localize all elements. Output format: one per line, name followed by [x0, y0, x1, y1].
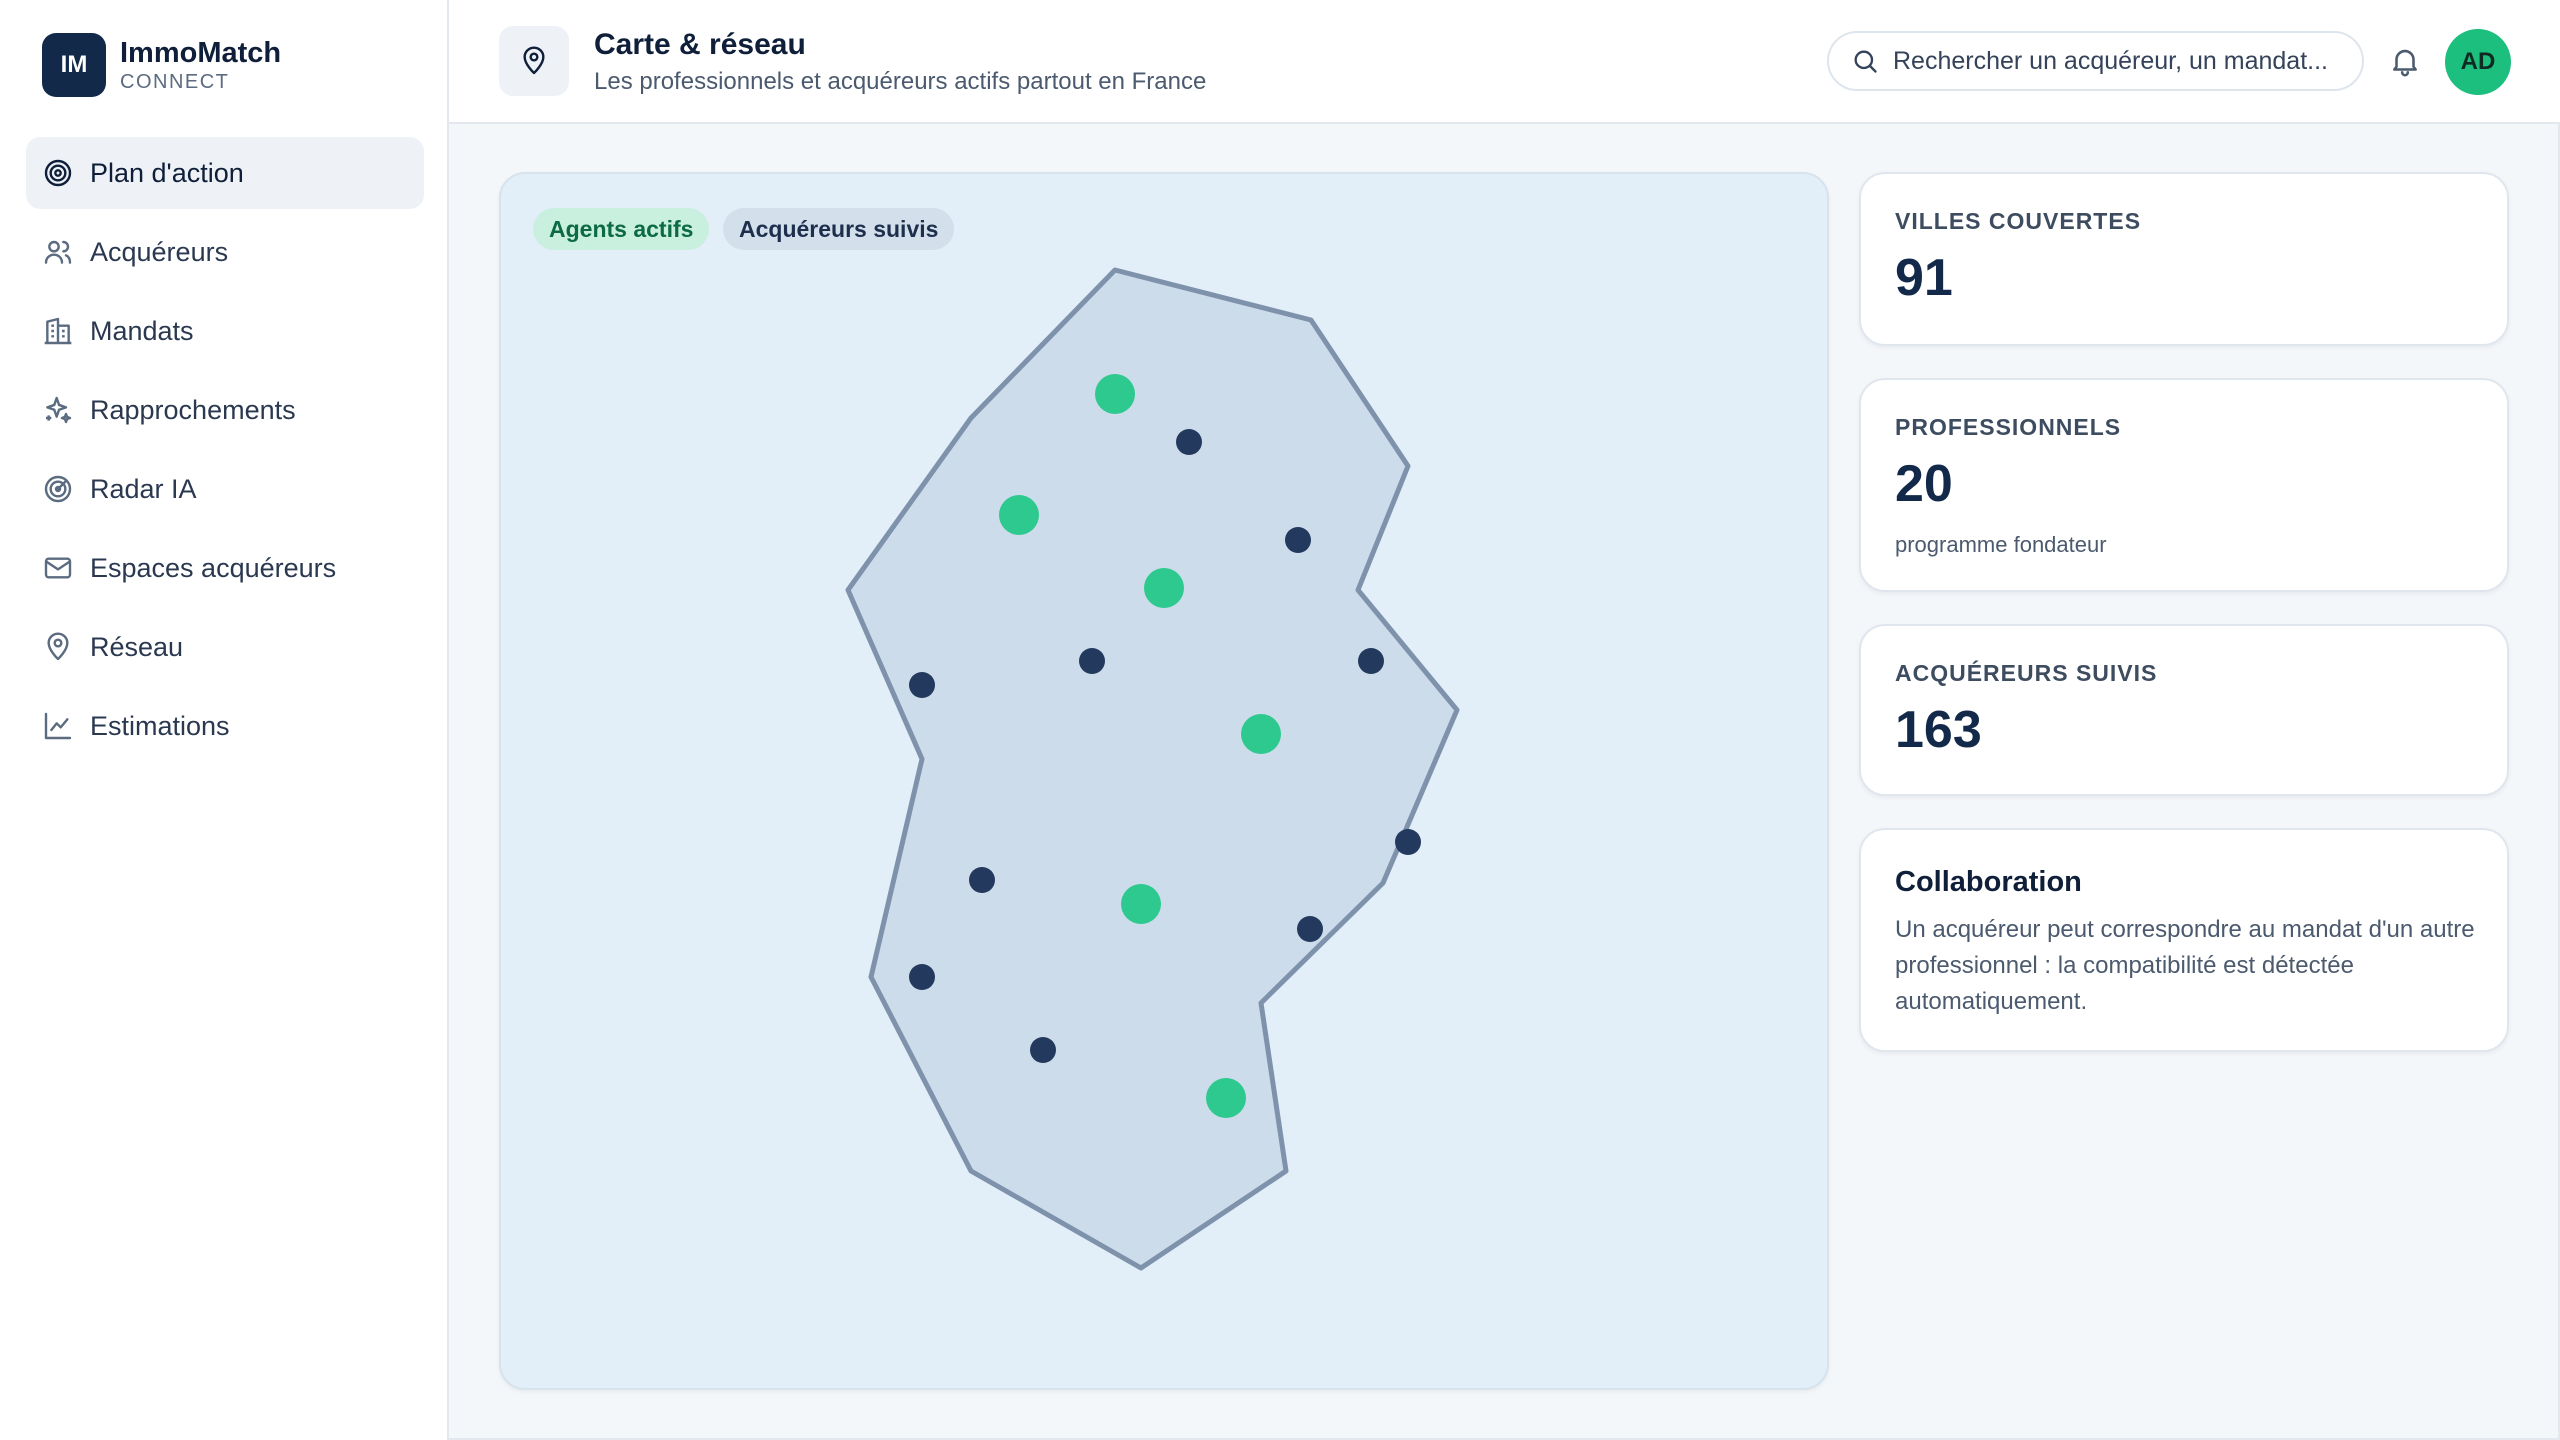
sparkles-icon [46, 396, 72, 424]
search-icon [1854, 50, 1877, 73]
acquereur-marker[interactable] [969, 867, 995, 893]
sidebar-item-label: Rapprochements [90, 394, 296, 425]
avatar[interactable]: AD [2445, 29, 2511, 95]
collaboration-card: Collaboration Un acquéreur peut correspo… [1859, 828, 2509, 1052]
acquereur-marker[interactable] [1297, 916, 1323, 942]
page-subtitle: Les professionnels et acquéreurs actifs … [594, 68, 1207, 95]
acquereur-marker[interactable] [1285, 527, 1311, 553]
sidebar-item-label: Plan d'action [90, 157, 244, 188]
stat-card-professionnels: PROFESSIONNELS 20 programme fondateur [1859, 378, 2509, 592]
page-header: Carte & réseau Les professionnels et acq… [449, 0, 2560, 124]
search-bar[interactable] [1827, 31, 2364, 91]
stat-note: programme fondateur [1895, 532, 2107, 557]
header-icon [499, 26, 569, 96]
stat-value: 163 [1895, 701, 1982, 759]
agent-marker[interactable] [1241, 714, 1281, 754]
page-title: Carte & réseau [594, 28, 806, 61]
sidebar-item-label: Acquéreurs [90, 236, 229, 267]
stat-value: 91 [1895, 249, 1953, 307]
target-icon [44, 159, 72, 187]
sidebar-item-label: Réseau [90, 631, 184, 662]
sidebar-item-estimations[interactable]: Estimations [26, 690, 424, 762]
sidebar-item-rapprochements[interactable]: Rapprochements [26, 374, 424, 446]
stat-label: PROFESSIONNELS [1895, 414, 2122, 440]
building-icon [44, 317, 72, 345]
agent-marker[interactable] [1121, 884, 1161, 924]
agent-marker[interactable] [1095, 374, 1135, 414]
legend-acquereurs-chip[interactable]: Acquéreurs suivis [723, 208, 955, 250]
stat-label: VILLES COUVERTES [1895, 208, 2142, 234]
sidebar-item-label: Mandats [90, 315, 194, 346]
acquereur-marker[interactable] [1079, 648, 1105, 674]
collaboration-text: Un acquéreur peut correspondre au mandat… [1895, 916, 2475, 1015]
acquereur-marker[interactable] [909, 672, 935, 698]
sidebar-item-plan-action[interactable]: Plan d'action [26, 137, 424, 209]
users-icon [44, 240, 72, 264]
stat-label: ACQUÉREURS SUIVIS [1895, 660, 2158, 686]
agent-marker[interactable] [1144, 568, 1184, 608]
sidebar-nav: Plan d'action Acquéreurs Mandats Rapproc… [26, 137, 424, 769]
agent-marker[interactable] [999, 495, 1039, 535]
map-pin-icon [523, 46, 545, 75]
brand-logo: IM [42, 33, 106, 97]
search-input[interactable] [1893, 46, 2333, 76]
stat-card-acquereurs: ACQUÉREURS SUIVIS 163 [1859, 624, 2509, 796]
france-region [845, 267, 1460, 1271]
sidebar-item-reseau[interactable]: Réseau [26, 611, 424, 683]
sidebar-item-acquereurs[interactable]: Acquéreurs [26, 216, 424, 288]
sidebar-item-radar-ia[interactable]: Radar IA [26, 453, 424, 525]
acquereur-marker[interactable] [1358, 648, 1384, 674]
stat-value: 20 [1895, 455, 1953, 513]
agent-marker[interactable] [1206, 1078, 1246, 1118]
sidebar-item-label: Radar IA [90, 473, 197, 504]
sidebar-item-label: Estimations [90, 710, 230, 741]
radar-icon [44, 475, 72, 503]
sidebar-item-espaces-acquereurs[interactable]: Espaces acquéreurs [26, 532, 424, 604]
brand-subtitle: CONNECT [120, 71, 230, 93]
collaboration-title: Collaboration [1895, 866, 2082, 898]
line-chart-icon [44, 712, 72, 740]
brand-name: ImmoMatch [120, 37, 282, 69]
stat-card-villes: VILLES COUVERTES 91 [1859, 172, 2509, 346]
sidebar-item-mandats[interactable]: Mandats [26, 295, 424, 367]
mail-icon [44, 557, 72, 579]
acquereur-marker[interactable] [1176, 429, 1202, 455]
sidebar: IM ImmoMatch CONNECT Plan d'action Acqué… [0, 0, 449, 1440]
sidebar-item-label: Espaces acquéreurs [90, 552, 337, 583]
acquereur-marker[interactable] [1395, 829, 1421, 855]
legend-agents-chip[interactable]: Agents actifs [533, 208, 710, 250]
brand[interactable]: IM ImmoMatch CONNECT [42, 33, 281, 97]
map-pin-icon [47, 632, 69, 661]
france-map [845, 267, 1460, 1271]
map-panel: Agents actifs Acquéreurs suivis [499, 172, 1829, 1390]
acquereur-marker[interactable] [1030, 1037, 1056, 1063]
bell-icon[interactable] [2388, 44, 2422, 78]
acquereur-marker[interactable] [909, 964, 935, 990]
